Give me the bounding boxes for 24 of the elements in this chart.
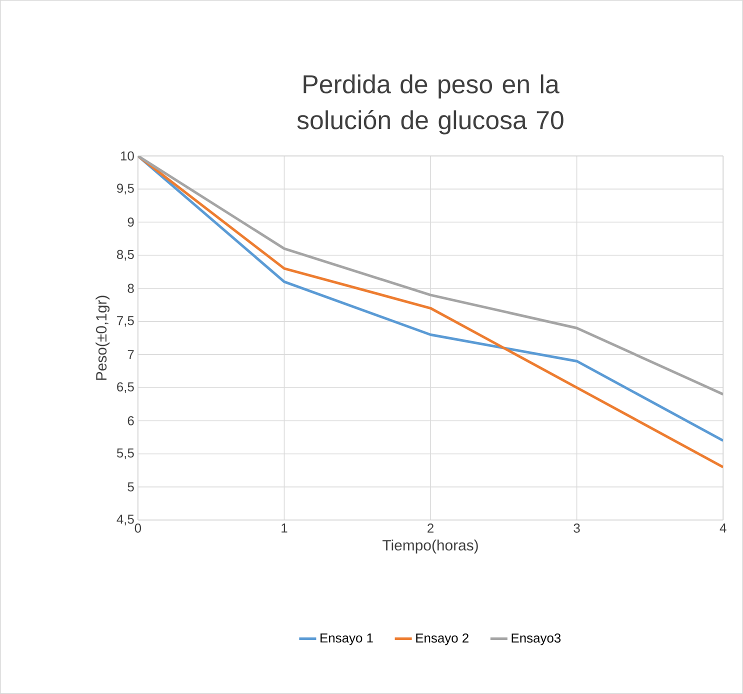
- y-tick-label: 10: [120, 151, 134, 161]
- chart-title: Perdida de peso en la solución de glucosa 70: [297, 74, 564, 134]
- y-tick-label: 5: [128, 482, 134, 492]
- line-series: [138, 156, 724, 396]
- y-tick-label: 6: [128, 416, 134, 426]
- y-tick-label: 7,5: [117, 316, 134, 327]
- x-axis-title: Tiempo(horas): [382, 540, 478, 554]
- legend-label: Ensayo 2: [416, 633, 468, 646]
- x-tick-label: 4: [720, 524, 726, 532]
- y-axis-title: Peso(±0,1gr): [96, 296, 110, 380]
- y-tick-label: 5,5: [116, 448, 134, 460]
- y-tick-label: 9,5: [117, 184, 134, 194]
- y-tick-label: 8,5: [116, 250, 134, 261]
- y-tick-label: 4,5: [116, 514, 134, 526]
- y-tick-label: 8: [128, 284, 134, 293]
- legend-label: Ensayo3: [512, 633, 561, 646]
- x-tick-label: 1: [282, 524, 288, 532]
- y-tick-label: 9: [128, 218, 134, 227]
- x-tick-label: 2: [428, 524, 434, 533]
- x-tick-label: 3: [574, 524, 580, 533]
- legend-label: Ensayo 1: [320, 634, 373, 646]
- x-tick-label: 0: [134, 524, 142, 533]
- y-tick-label: 7: [128, 350, 134, 359]
- y-tick-label: 6,5: [117, 382, 134, 393]
